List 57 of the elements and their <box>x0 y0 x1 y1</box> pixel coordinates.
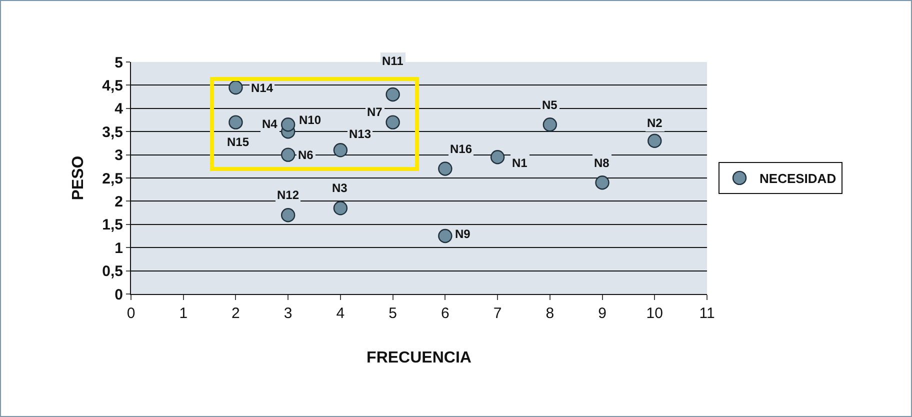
annotation: N14 <box>251 81 274 95</box>
x-tick-label: 9 <box>598 305 606 322</box>
y-axis-title: PESO <box>70 156 88 200</box>
x-tick-label: 0 <box>126 305 136 322</box>
point <box>595 176 610 190</box>
annotation: N5 <box>542 98 558 112</box>
annotation: N12 <box>277 188 300 202</box>
x-tick-label: 7 <box>493 305 502 322</box>
x-tick-label: 5 <box>388 305 397 322</box>
point <box>438 162 452 176</box>
y-tick-label: 1 <box>114 240 123 257</box>
point <box>386 87 400 102</box>
x-tick-label: 8 <box>546 305 554 322</box>
point <box>542 118 558 132</box>
point <box>490 150 505 164</box>
point <box>648 134 662 148</box>
point <box>333 143 348 158</box>
point <box>333 201 348 216</box>
point <box>228 115 243 130</box>
y-tick-label: 2,5 <box>102 170 123 188</box>
x-tick-label: 3 <box>284 305 292 322</box>
annotation: N2 <box>647 116 663 130</box>
y-tick-label: 4 <box>114 100 124 118</box>
annotation: N13 <box>349 127 372 141</box>
y-tick-label: 3 <box>114 147 123 164</box>
annotation: N3 <box>332 181 348 195</box>
point <box>438 228 452 244</box>
y-tick-label: 0,5 <box>102 263 123 280</box>
annotation: N10 <box>299 113 322 127</box>
x-tick-label: 6 <box>441 305 450 322</box>
point <box>228 80 243 95</box>
y-tick-label: 1,5 <box>102 216 123 234</box>
annotation: N8 <box>594 156 610 170</box>
x-tick-label: 1 <box>179 305 188 322</box>
x-tick-label: 11 <box>699 305 715 322</box>
annotation: N11 <box>382 54 404 68</box>
annotation: N15 <box>227 135 250 149</box>
annotation: N9 <box>455 227 471 241</box>
y-tick-label: 0 <box>114 286 123 304</box>
point <box>280 148 296 162</box>
annotation: N16 <box>450 142 472 156</box>
y-tick-label: 3,5 <box>102 124 123 141</box>
x-tick-label: 2 <box>232 305 240 322</box>
point <box>386 115 400 130</box>
x-tick-label: 10 <box>646 305 663 322</box>
y-tick-label: 4,5 <box>102 77 123 94</box>
x-tick-label: 4 <box>336 305 345 322</box>
x-axis-title: FRECUENCIA <box>366 350 472 367</box>
annotation: N7 <box>367 105 383 119</box>
y-tick-label: 2 <box>114 193 123 210</box>
annotation: N4 <box>262 117 278 131</box>
legend-label: NECESIDAD <box>760 171 836 186</box>
point <box>280 118 296 132</box>
annotation: N6 <box>298 148 314 162</box>
point <box>280 208 296 222</box>
annotation: N1 <box>512 156 528 170</box>
y-tick-label: 5 <box>114 54 123 72</box>
